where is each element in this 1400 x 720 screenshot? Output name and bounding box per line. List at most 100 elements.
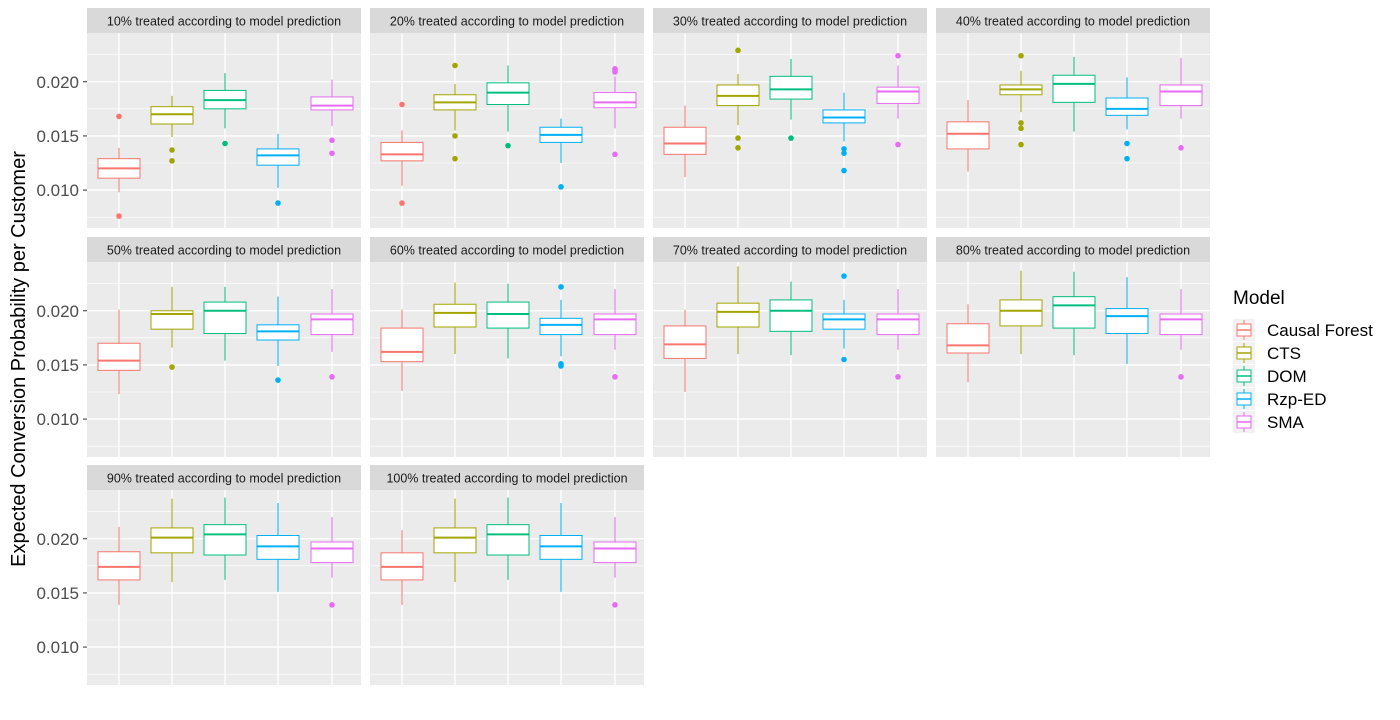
outlier-point: [169, 158, 175, 164]
y-tick-label: 0.020: [36, 73, 79, 92]
outlier-point: [1124, 155, 1130, 162]
outlier-point: [275, 200, 281, 206]
boxplot: [716, 47, 760, 151]
box-iqr: [769, 299, 813, 332]
boxplot: [380, 309, 424, 391]
boxplot: [822, 92, 866, 174]
boxplot: [822, 273, 866, 363]
facet-strip: [370, 237, 644, 262]
boxplot: [433, 498, 477, 583]
box-iqr: [433, 303, 477, 328]
outlier-point: [735, 135, 741, 141]
box-iqr: [486, 301, 530, 329]
panels-layer: 10% treated according to model predictio…: [36, 8, 1210, 685]
facet-panel: 30% treated according to model predictio…: [653, 8, 927, 228]
outlier-point: [612, 151, 618, 158]
boxplot: [256, 296, 300, 383]
y-tick-label: 0.015: [36, 584, 79, 603]
y-tick-label: 0.020: [36, 302, 79, 321]
boxplot: [97, 309, 141, 395]
box-iqr: [150, 527, 194, 554]
facet-strip: [87, 465, 361, 490]
boxplot: [310, 289, 354, 380]
boxplot: [1159, 57, 1203, 151]
facet-title: 20% treated according to model predictio…: [390, 15, 624, 29]
box-iqr: [256, 535, 300, 560]
box-iqr: [380, 141, 424, 162]
boxplot: [380, 530, 424, 605]
boxplot: [593, 517, 637, 608]
outlier-point: [399, 101, 405, 108]
box-iqr: [663, 325, 707, 359]
boxplot: [203, 286, 247, 361]
box-iqr: [1105, 97, 1149, 116]
outlier-point: [275, 377, 281, 383]
boxplot: [946, 304, 990, 383]
box-iqr: [1052, 296, 1096, 329]
legend-label: SMA: [1267, 413, 1305, 432]
outlier-point: [1018, 141, 1024, 148]
outlier-point: [558, 184, 564, 190]
facet-strip: [653, 8, 927, 33]
legend: Model Causal Forest CTS DOM Rzp-ED SMA: [1233, 288, 1373, 433]
box-iqr: [593, 313, 637, 336]
y-tick-label: 0.010: [36, 181, 79, 200]
boxplot: [663, 309, 707, 392]
boxplot: [593, 289, 637, 380]
box-iqr: [310, 541, 354, 564]
boxplot: [769, 59, 813, 141]
boxplot: [486, 65, 530, 149]
boxplot: [150, 286, 194, 370]
box-iqr: [310, 313, 354, 336]
boxplot: [539, 503, 583, 592]
boxplot: [150, 498, 194, 583]
boxplot: [1052, 271, 1096, 356]
outlier-point: [735, 145, 741, 151]
box-iqr: [539, 317, 583, 336]
outlier-point: [329, 602, 335, 608]
boxplot: [663, 105, 707, 178]
outlier-point: [895, 141, 901, 148]
facet-panel: 80% treated according to model predictio…: [936, 237, 1210, 457]
outlier-point: [1018, 52, 1024, 59]
box-iqr: [380, 327, 424, 363]
boxplot: [380, 101, 424, 206]
boxplot: [97, 526, 141, 605]
box-iqr: [310, 96, 354, 111]
facet-panel: 50% treated according to model predictio…: [36, 237, 361, 457]
outlier-point: [329, 150, 335, 157]
boxplot: [310, 79, 354, 157]
outlier-point: [841, 273, 847, 279]
box-iqr: [769, 75, 813, 100]
legend-item: DOM: [1233, 365, 1307, 387]
y-tick-label: 0.010: [36, 410, 79, 429]
legend-label: Causal Forest: [1267, 321, 1373, 340]
facet-title: 50% treated according to model predictio…: [107, 244, 341, 258]
facet-strip: [936, 8, 1210, 33]
box-iqr: [946, 121, 990, 150]
boxplot: [1105, 277, 1149, 364]
facet-strip: [87, 237, 361, 262]
box-iqr: [822, 313, 866, 330]
box-iqr: [150, 310, 194, 330]
outlier-point: [116, 213, 122, 219]
box-iqr: [593, 92, 637, 109]
box-iqr: [256, 324, 300, 341]
box-iqr: [1159, 313, 1203, 336]
boxplot: [433, 62, 477, 162]
facet-title: 60% treated according to model predictio…: [390, 244, 624, 258]
panel-background: [370, 490, 644, 685]
outlier-point: [1018, 120, 1024, 126]
outlier-point: [895, 374, 901, 380]
panel-background: [87, 490, 361, 685]
legend-item: Causal Forest: [1233, 319, 1373, 341]
legend-item: CTS: [1233, 342, 1301, 364]
boxplot: [1105, 77, 1149, 162]
outlier-point: [612, 69, 618, 75]
box-iqr: [150, 106, 194, 125]
outlier-point: [399, 200, 405, 206]
box-iqr: [663, 126, 707, 155]
boxplot: [876, 52, 920, 148]
outlier-point: [452, 133, 458, 139]
